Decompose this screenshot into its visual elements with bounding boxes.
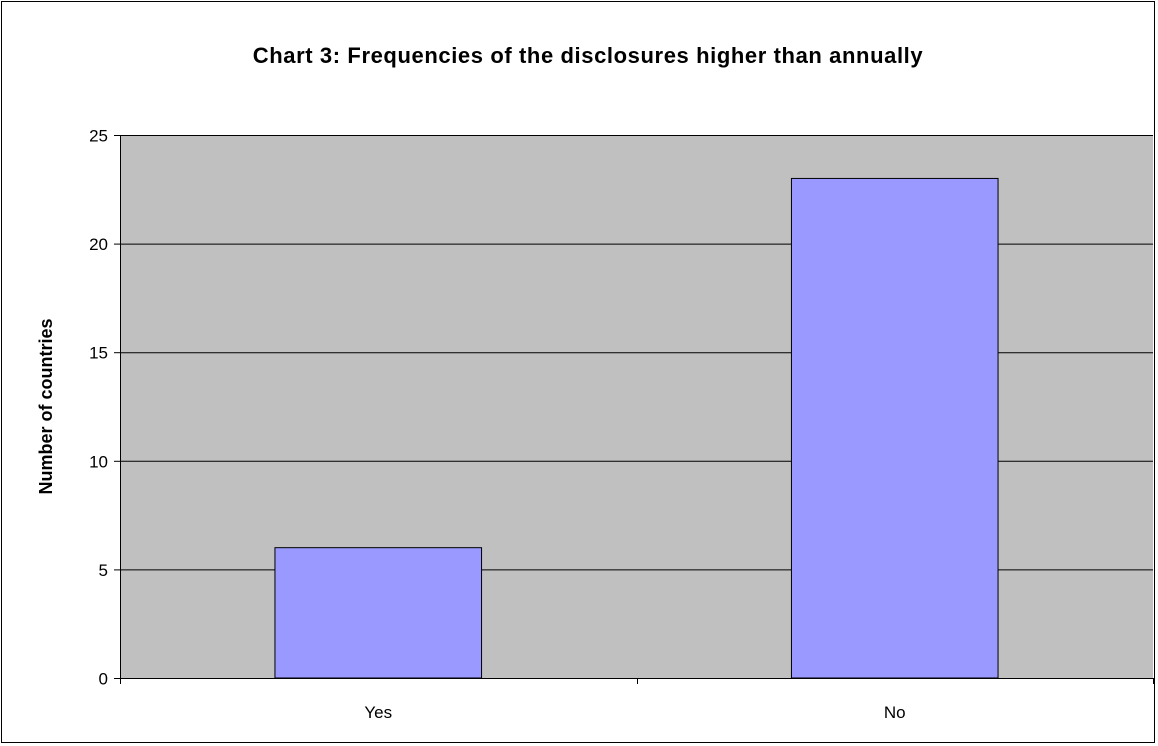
y-tick-label: 5 [99, 561, 108, 580]
y-tick-label: 20 [89, 235, 108, 254]
y-tick-label: 10 [89, 452, 108, 471]
bars [274, 177, 999, 679]
x-tick-label: No [884, 703, 906, 722]
y-tick-label: 25 [89, 127, 108, 146]
bar-no [790, 177, 999, 679]
y-tick-label: 0 [99, 670, 108, 689]
y-tick-label: 15 [89, 344, 108, 363]
x-axis: Yes No [120, 678, 1154, 722]
bar-yes [274, 547, 483, 679]
chart-title: Chart 3: Frequencies of the disclosures … [253, 43, 924, 68]
y-axis: 0 5 10 15 20 25 [89, 127, 121, 689]
x-tick-label: Yes [364, 703, 392, 722]
y-axis-label: Number of countries [36, 318, 56, 494]
